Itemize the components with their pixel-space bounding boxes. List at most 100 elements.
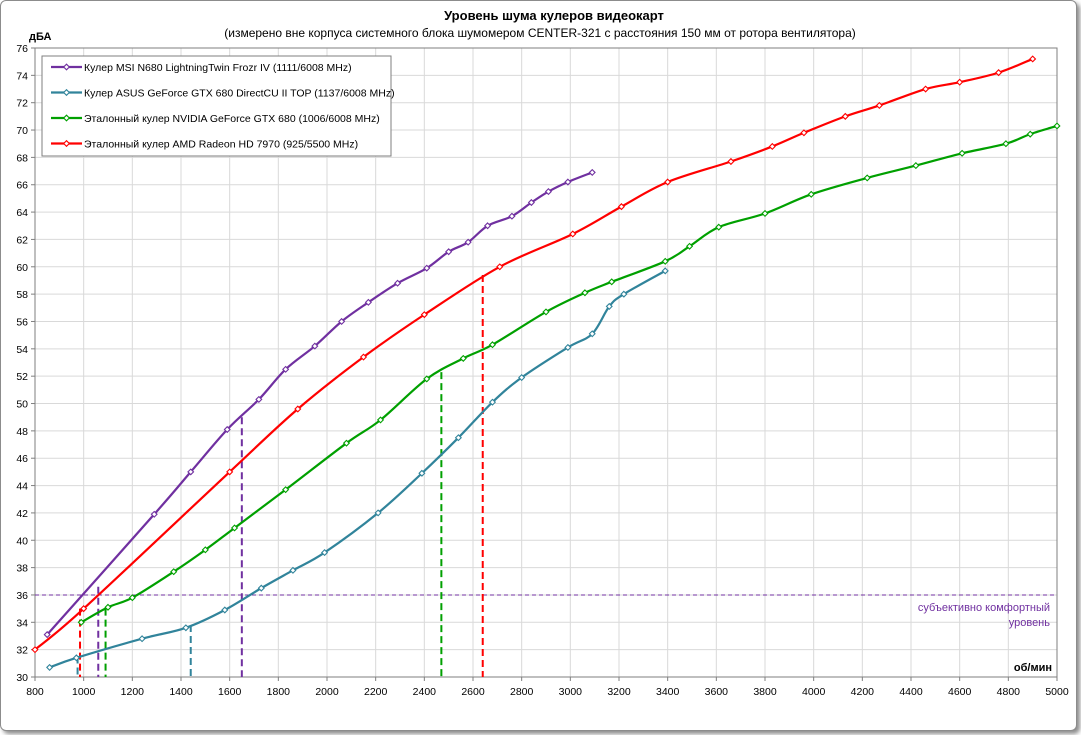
- y-tick-label: 30: [16, 672, 28, 684]
- x-tick-label: 1400: [169, 686, 193, 698]
- data-point: [420, 311, 428, 319]
- data-point: [956, 78, 964, 86]
- data-point: [715, 223, 723, 231]
- data-point: [661, 257, 669, 265]
- data-point: [223, 425, 231, 434]
- drop-lines: [76, 274, 484, 677]
- y-tick-label: 52: [16, 371, 28, 383]
- y-tick-label: 38: [16, 563, 28, 575]
- data-point: [800, 129, 808, 137]
- x-tick-label: 1600: [218, 686, 242, 698]
- data-point: [588, 168, 596, 177]
- data-point: [564, 343, 572, 352]
- data-point: [664, 178, 672, 186]
- y-tick-label: 40: [16, 535, 28, 547]
- y-tick-label: 50: [16, 399, 28, 411]
- data-point: [257, 584, 265, 592]
- y-tick-label: 56: [16, 316, 28, 328]
- data-point: [77, 618, 85, 626]
- data-point: [768, 142, 776, 151]
- data-point: [1002, 140, 1010, 148]
- x-tick-label: 2200: [364, 686, 388, 698]
- y-tick-label: 44: [16, 481, 28, 493]
- x-tick-label: 4000: [802, 686, 826, 698]
- data-point: [581, 289, 589, 297]
- series-line: [80, 124, 1058, 624]
- data-point: [418, 469, 426, 477]
- data-point: [72, 654, 80, 662]
- chart-title: Уровень шума кулеров видеокарт: [444, 8, 664, 23]
- x-tick-label: 4200: [851, 686, 875, 698]
- data-point: [104, 603, 112, 611]
- data-point: [150, 510, 158, 518]
- data-point: [922, 85, 930, 93]
- x-tick-label: 4600: [948, 686, 972, 698]
- data-point: [617, 203, 626, 211]
- comfort-label-line1: субъективно комфортный: [918, 602, 1050, 614]
- data-point: [1026, 130, 1034, 138]
- data-point: [527, 198, 535, 207]
- series-line: [34, 57, 1034, 651]
- data-point: [338, 317, 346, 326]
- y-tick-label: 42: [16, 508, 28, 520]
- data-point: [255, 395, 263, 403]
- data-point: [518, 373, 526, 382]
- data-point: [364, 298, 372, 306]
- y-tick-label: 68: [16, 152, 28, 164]
- data-point: [488, 341, 497, 349]
- series-2: [46, 267, 669, 672]
- x-tick-label: 3000: [559, 686, 583, 698]
- data-point: [359, 353, 368, 361]
- data-point: [488, 398, 497, 406]
- axis-ticks: 800 1000 1200 1400 1600 1800 2000 2200 2400 2600 2…: [16, 43, 1069, 698]
- y-tick-label: 32: [16, 645, 28, 657]
- legend: Кулер MSI N680 LightningTwin Frozr IV (1…: [41, 55, 395, 157]
- y-tick-label: 72: [16, 98, 28, 110]
- y-tick-label: 76: [16, 43, 28, 55]
- y-tick-label: 48: [16, 426, 28, 438]
- data-point: [912, 162, 920, 170]
- x-tick-label: 4400: [899, 686, 923, 698]
- grid: [35, 48, 1057, 677]
- data-point: [182, 624, 190, 632]
- data-point: [958, 149, 966, 157]
- data-point: [685, 242, 694, 250]
- comfort-label-line2: уровень: [1009, 617, 1051, 629]
- data-point: [727, 157, 735, 166]
- x-tick-label: 3400: [656, 686, 680, 698]
- y-tick-label: 46: [16, 453, 28, 465]
- data-point: [1053, 122, 1061, 130]
- x-tick-label: 1200: [121, 686, 145, 698]
- y-tick-label: 34: [16, 617, 28, 629]
- data-point: [588, 330, 596, 338]
- x-tick-label: 2400: [413, 686, 437, 698]
- series-line: [49, 269, 666, 669]
- data-point: [445, 248, 453, 256]
- legend-marker: [62, 88, 71, 97]
- plot-area: [34, 47, 1058, 678]
- x-tick-label: 2600: [461, 686, 485, 698]
- y-tick-label: 70: [16, 125, 28, 137]
- legend-marker: [62, 139, 71, 148]
- data-point: [31, 646, 39, 654]
- data-point: [1029, 55, 1037, 63]
- y-axis-unit: дБА: [29, 31, 51, 43]
- data-point: [294, 405, 302, 413]
- data-point: [201, 546, 209, 554]
- data-point: [320, 548, 329, 557]
- series-4: [31, 55, 1037, 654]
- x-tick-label: 2000: [315, 686, 339, 698]
- data-point: [608, 278, 616, 286]
- legend-label: Эталонный кулер AMD Radeon HD 7970 (925/…: [84, 139, 358, 151]
- series-lines: [31, 55, 1061, 672]
- data-point: [454, 434, 462, 442]
- data-point: [282, 486, 290, 494]
- data-point: [376, 416, 385, 424]
- x-axis-unit: об/мин: [1014, 662, 1052, 674]
- data-point: [661, 267, 669, 275]
- data-point: [620, 290, 628, 298]
- data-point: [761, 209, 769, 218]
- x-tick-label: 1800: [267, 686, 291, 698]
- series-1: [43, 168, 596, 639]
